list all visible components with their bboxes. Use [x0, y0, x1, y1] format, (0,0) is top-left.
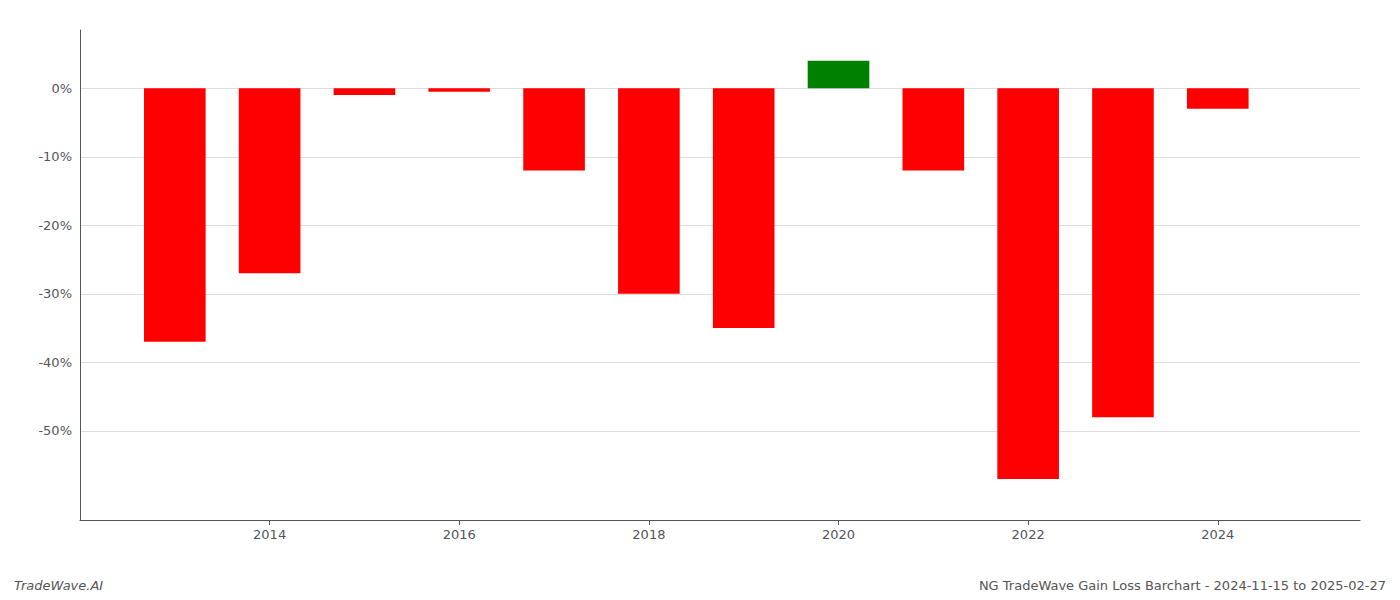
svg-text:NG TradeWave Gain Loss Barchar: NG TradeWave Gain Loss Barchart - 2024-1… — [979, 578, 1386, 593]
svg-text:-40%: -40% — [38, 355, 72, 370]
svg-text:-50%: -50% — [38, 423, 72, 438]
svg-text:2018: 2018 — [632, 527, 665, 542]
svg-text:2020: 2020 — [822, 527, 855, 542]
svg-text:-20%: -20% — [38, 218, 72, 233]
svg-text:2016: 2016 — [443, 527, 476, 542]
svg-text:2024: 2024 — [1201, 527, 1234, 542]
svg-text:TradeWave.AI: TradeWave.AI — [14, 578, 103, 593]
svg-text:-10%: -10% — [38, 149, 72, 164]
svg-text:-30%: -30% — [38, 286, 72, 301]
svg-text:0%: 0% — [51, 81, 72, 96]
svg-text:2014: 2014 — [253, 527, 286, 542]
svg-text:2022: 2022 — [1012, 527, 1045, 542]
